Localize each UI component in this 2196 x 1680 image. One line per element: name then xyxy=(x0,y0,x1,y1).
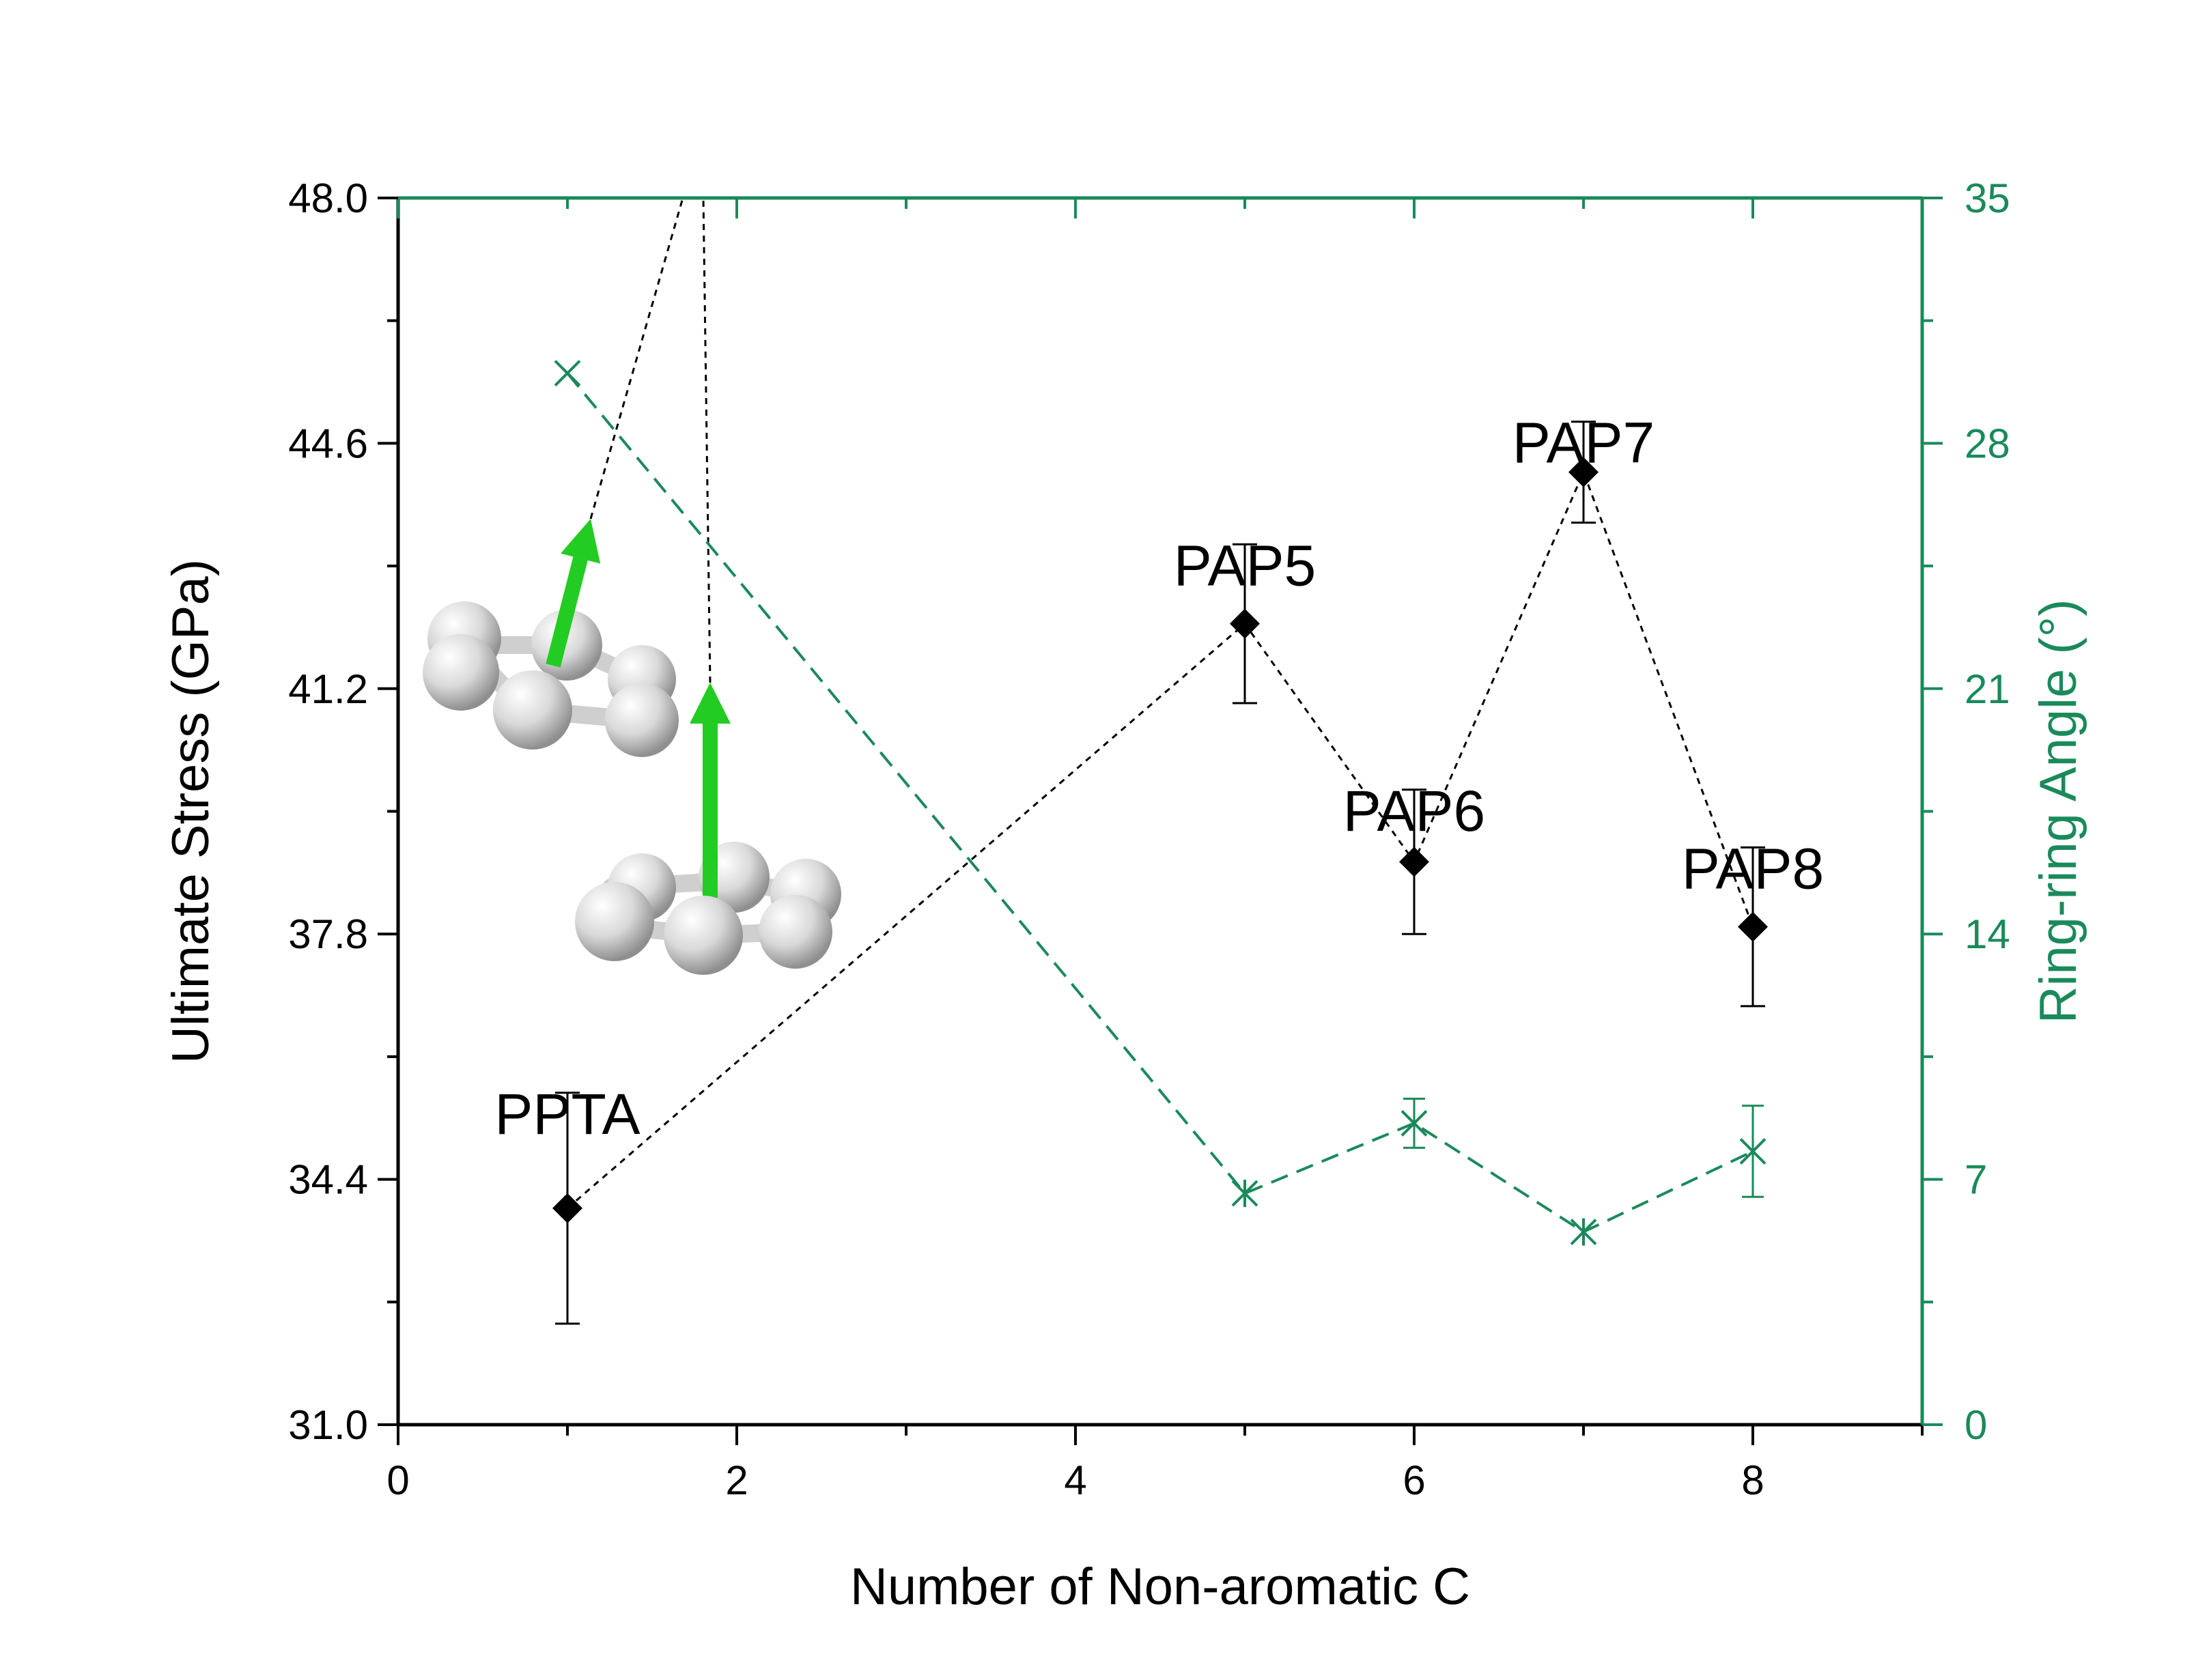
atom xyxy=(759,895,832,969)
y-tick-label: 48.0 xyxy=(288,175,368,221)
x-tick-label: 4 xyxy=(1064,1457,1086,1503)
atom xyxy=(664,896,743,975)
y-tick-label: 34.4 xyxy=(288,1157,368,1203)
x-tick-label: 2 xyxy=(725,1457,748,1503)
x-tick-label: 8 xyxy=(1741,1457,1764,1503)
y-tick-label: 44.6 xyxy=(288,421,368,466)
point-label-ppta: PPTA xyxy=(494,1082,640,1146)
angle-marker-stroke xyxy=(554,360,581,387)
arrow-head xyxy=(561,519,601,564)
angle-point xyxy=(1739,1138,1766,1165)
stress-point-pap8 xyxy=(1738,911,1768,942)
stress-point-pap6 xyxy=(1399,846,1429,877)
angle-point xyxy=(1570,1218,1597,1246)
y-tick-label: 37.8 xyxy=(288,911,368,957)
y2-tick-label: 21 xyxy=(1965,666,2010,712)
y2-tick-label: 14 xyxy=(1965,911,2010,957)
x-tick-label: 6 xyxy=(1403,1457,1425,1503)
y2-tick-label: 7 xyxy=(1965,1157,1987,1203)
atom xyxy=(493,670,572,750)
x-axis-title: Number of Non-aromatic C xyxy=(850,1558,1470,1616)
stress-point-pap7 xyxy=(1568,457,1599,487)
point-label-pap7: PAP7 xyxy=(1512,411,1655,475)
angle-marker-stroke xyxy=(1400,1110,1428,1137)
stress-line xyxy=(567,469,1754,1210)
arrow-head xyxy=(690,683,731,724)
angle-marker-stroke xyxy=(1739,1138,1766,1165)
point-label-pap5: PAP5 xyxy=(1174,533,1317,597)
x-tick-label: 0 xyxy=(386,1457,409,1503)
y-axis-title: Ultimate Stress (GPa) xyxy=(162,559,220,1064)
point-label-pap6: PAP6 xyxy=(1343,779,1486,843)
arrow-shaft xyxy=(546,556,588,668)
molecule-illustrations xyxy=(423,519,841,975)
y2-tick-label: 0 xyxy=(1965,1402,1987,1448)
y2-tick-label: 35 xyxy=(1965,175,2010,221)
y-tick-label: 31.0 xyxy=(288,1402,368,1448)
leader-line-lower xyxy=(702,197,712,683)
atom xyxy=(575,882,654,961)
leader-line-upper xyxy=(589,197,684,519)
atom xyxy=(605,683,679,757)
angle-point xyxy=(1400,1110,1428,1137)
y2-axis-title: Ring-ring Angle (°) xyxy=(2029,599,2087,1024)
angle-point xyxy=(554,360,581,387)
atom xyxy=(423,634,499,711)
point-label-pap8: PAP8 xyxy=(1682,836,1825,900)
angle-line xyxy=(566,372,1754,1234)
stress-point-ppta xyxy=(552,1193,582,1223)
stress-point-pap5 xyxy=(1230,608,1260,639)
y2-tick-label: 28 xyxy=(1965,421,2010,466)
y-tick-label: 41.2 xyxy=(288,666,368,712)
angle-point xyxy=(1231,1180,1258,1208)
